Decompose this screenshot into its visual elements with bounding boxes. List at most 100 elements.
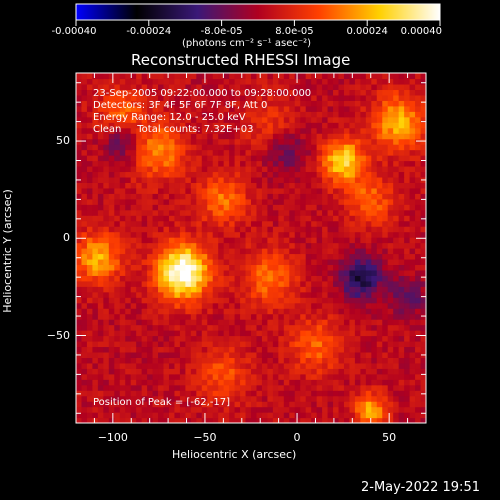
heatmap-cell <box>196 340 203 348</box>
heatmap-cell <box>229 412 236 419</box>
heatmap-cell <box>108 335 115 342</box>
heatmap-cell <box>404 373 411 380</box>
heatmap-cell <box>179 280 186 287</box>
heatmap-cell <box>147 226 154 233</box>
heatmap-cell <box>234 220 241 227</box>
heatmap-cell <box>300 193 307 200</box>
heatmap-cell <box>174 269 181 276</box>
heatmap-cell <box>97 111 104 118</box>
heatmap-cell <box>174 319 181 326</box>
heatmap-cell <box>168 231 176 238</box>
heatmap-cell <box>97 280 104 287</box>
heatmap-cell <box>245 204 252 211</box>
heatmap-cell <box>272 319 279 326</box>
heatmap-cell <box>305 248 312 255</box>
heatmap-cell <box>251 127 258 134</box>
heatmap-cell <box>119 122 126 129</box>
heatmap-cell <box>338 237 345 244</box>
heatmap-cell <box>343 340 351 348</box>
heatmap-cell <box>174 291 181 298</box>
heatmap-cell <box>212 357 219 364</box>
heatmap-cell <box>92 204 99 211</box>
heatmap-cell <box>174 78 181 85</box>
heatmap-cell <box>360 133 367 140</box>
heatmap-cell <box>316 340 323 348</box>
heatmap-cell <box>163 127 170 134</box>
heatmap-cell <box>409 209 416 216</box>
heatmap-cell <box>360 83 367 91</box>
heatmap-cell <box>76 73 83 80</box>
heatmap-cell <box>376 231 383 238</box>
heatmap-cell <box>338 269 345 276</box>
heatmap-cell <box>311 220 318 227</box>
heatmap-cell <box>190 100 197 107</box>
heatmap-cell <box>283 165 290 173</box>
heatmap-cell <box>278 324 285 331</box>
heatmap-cell <box>97 78 104 85</box>
heatmap-cell <box>108 248 115 255</box>
heatmap-cell <box>398 237 405 244</box>
heatmap-cell <box>283 412 290 419</box>
heatmap-cell <box>333 297 340 304</box>
heatmap-cell <box>311 242 318 249</box>
heatmap-cell <box>415 160 422 167</box>
heatmap-cell <box>168 220 176 227</box>
heatmap-cell <box>147 340 154 348</box>
heatmap-cell <box>223 313 230 320</box>
heatmap-cell <box>147 204 154 211</box>
heatmap-cell <box>404 335 411 342</box>
heatmap-cell <box>234 286 241 293</box>
heatmap-cell <box>327 362 334 369</box>
heatmap-cell <box>289 401 296 408</box>
heatmap-cell <box>311 330 318 337</box>
heatmap-cell <box>141 165 148 173</box>
heatmap-cell <box>305 253 312 260</box>
heatmap-cell <box>322 335 329 342</box>
heatmap-cell <box>267 406 274 413</box>
heatmap-cell <box>86 395 94 402</box>
heatmap-cell <box>333 122 340 129</box>
heatmap-cell <box>174 226 181 233</box>
heatmap-cell <box>158 302 165 309</box>
heatmap-cell <box>343 264 351 271</box>
heatmap-cell <box>179 215 186 222</box>
heatmap-cell <box>218 379 225 386</box>
heatmap-cell <box>136 362 143 369</box>
heatmap-cell <box>92 357 99 364</box>
heatmap-cell <box>343 78 351 85</box>
heatmap-cell <box>256 357 263 364</box>
heatmap-cell <box>371 351 378 358</box>
heatmap-cell <box>108 308 115 315</box>
heatmap-cell <box>267 319 274 326</box>
heatmap-cell <box>218 182 225 189</box>
heatmap-cell <box>311 253 318 260</box>
heatmap-cell <box>185 319 192 326</box>
heatmap-cell <box>272 193 279 200</box>
heatmap-cell <box>108 209 115 216</box>
heatmap-cell <box>371 395 378 402</box>
heatmap-cell <box>196 78 203 85</box>
heatmap-cell <box>218 237 225 244</box>
heatmap-cell <box>103 204 110 211</box>
heatmap-cell <box>393 302 400 309</box>
heatmap-cell <box>382 275 389 282</box>
heatmap-cell <box>311 215 318 222</box>
heatmap-cell <box>393 231 400 238</box>
heatmap-cell <box>97 133 104 140</box>
heatmap-cell <box>327 182 334 189</box>
heatmap-cell <box>387 390 394 397</box>
heatmap-cell <box>354 198 361 205</box>
heatmap-cell <box>420 149 426 156</box>
heatmap-cell <box>245 280 252 287</box>
heatmap-cell <box>393 242 400 249</box>
heatmap-cell <box>207 346 214 353</box>
heatmap-cell <box>387 193 394 200</box>
heatmap-cell <box>130 264 137 271</box>
heatmap-cell <box>152 111 159 118</box>
heatmap-cell <box>185 357 192 364</box>
heatmap-cell <box>168 351 176 358</box>
heatmap-cell <box>420 133 426 140</box>
heatmap-cell <box>174 357 181 364</box>
heatmap-cell <box>168 144 176 151</box>
heatmap-cell <box>305 176 312 183</box>
